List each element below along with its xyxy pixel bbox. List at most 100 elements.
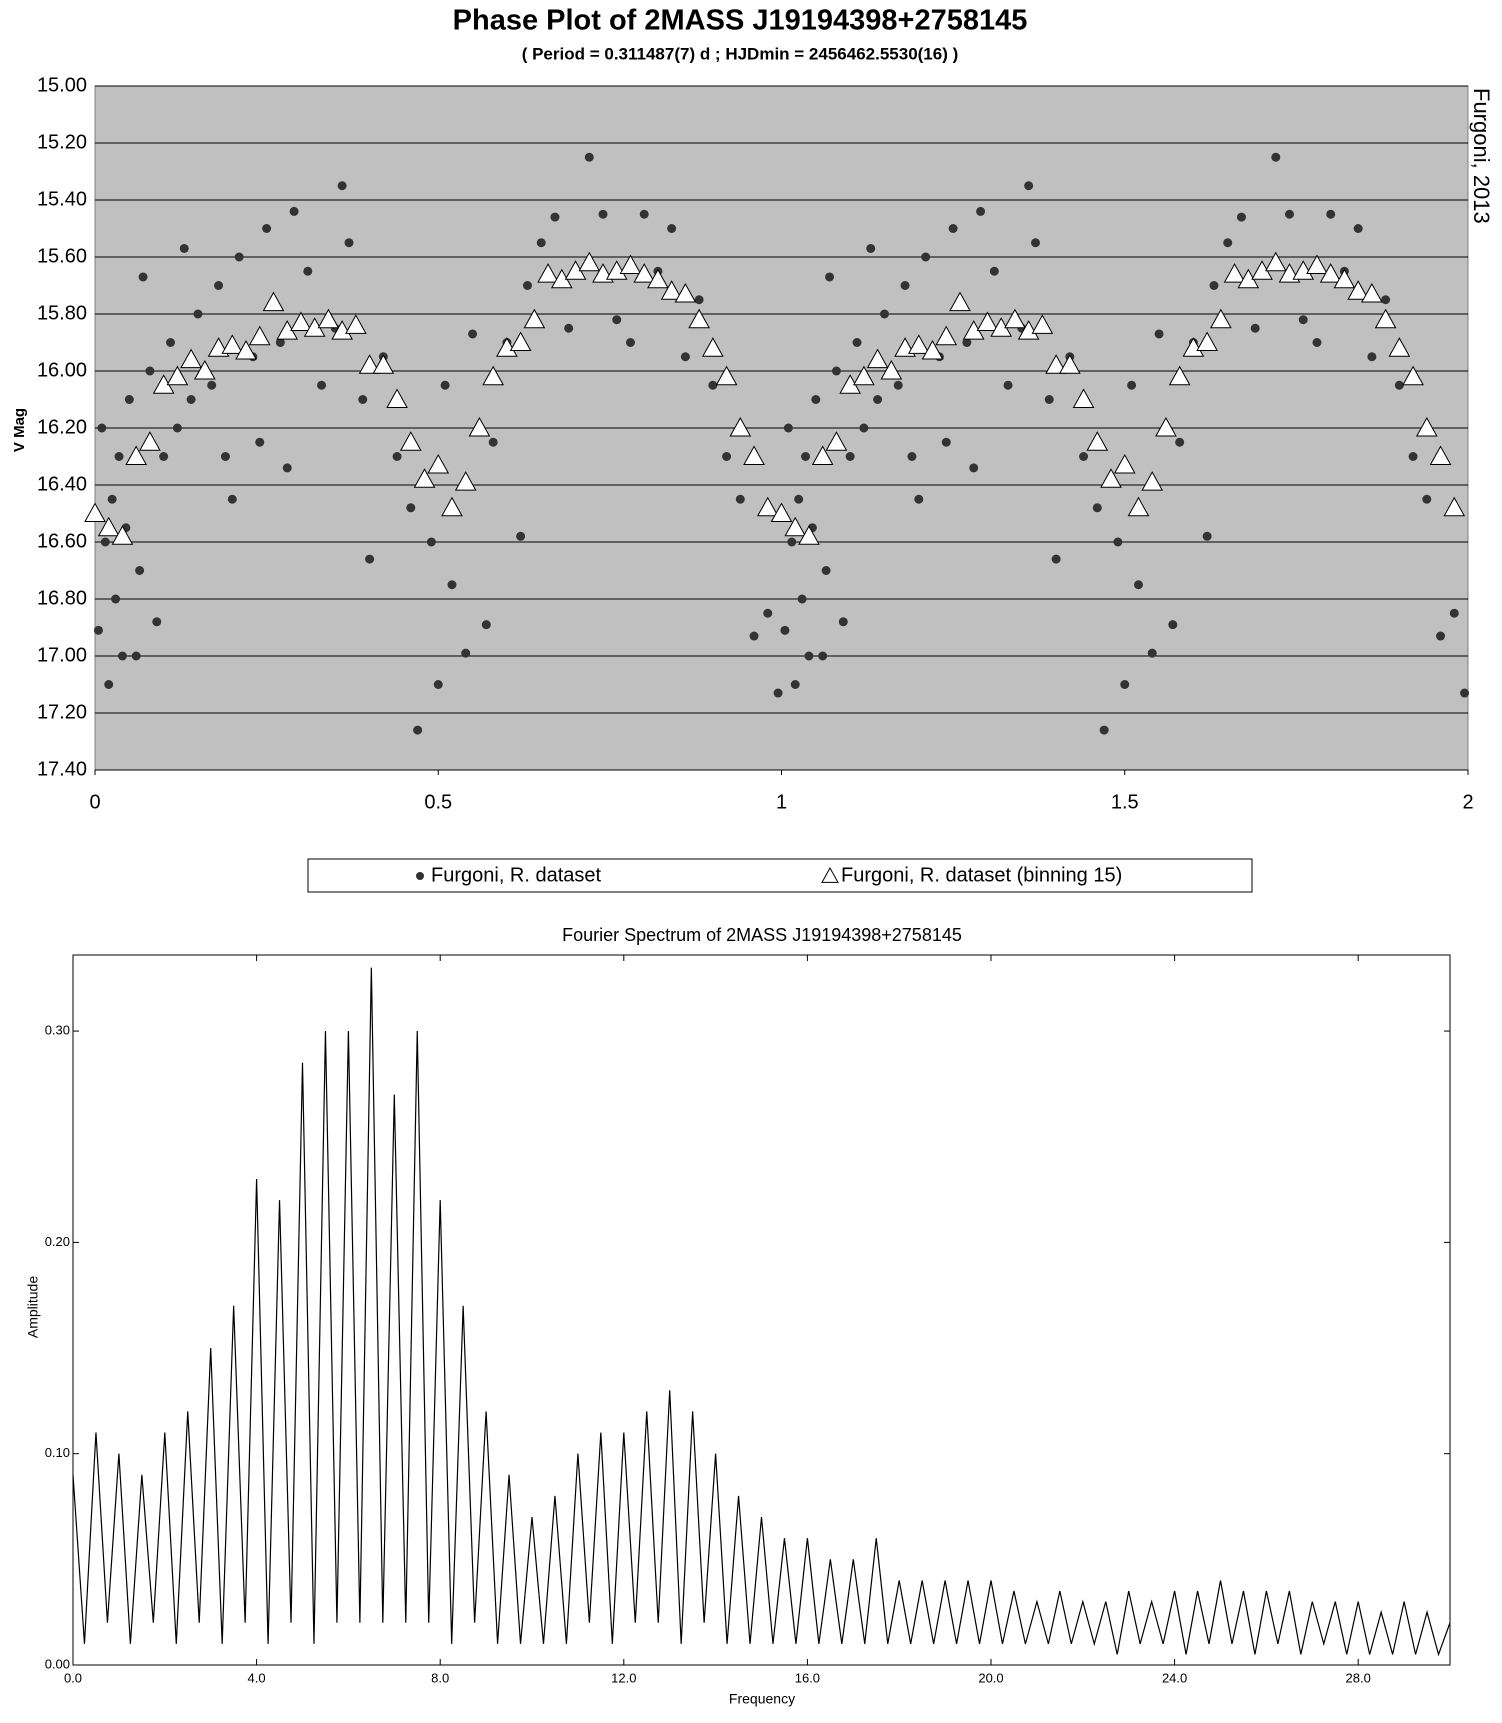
x-tick-label: 1	[776, 791, 787, 813]
binned-point	[935, 325, 958, 346]
data-point	[948, 224, 958, 233]
data-point	[392, 452, 402, 461]
data-point	[735, 494, 745, 504]
binned-point	[166, 365, 189, 386]
data-point	[97, 423, 107, 433]
binned-point	[139, 431, 161, 451]
data-point	[1298, 315, 1308, 325]
binned-point	[1072, 388, 1095, 408]
binned-point	[84, 502, 106, 522]
data-point	[1381, 295, 1391, 305]
binned-point	[345, 314, 367, 334]
binned-point	[1031, 314, 1054, 334]
data-point	[440, 380, 450, 390]
x-axis-label: Frequency	[729, 1691, 795, 1707]
y-tick-label: 16.20	[37, 416, 87, 438]
binned-point	[907, 334, 930, 354]
binned-point	[537, 263, 559, 283]
data-point	[1175, 437, 1185, 447]
data-point	[124, 395, 134, 404]
binned-point	[921, 340, 944, 360]
binned-point	[784, 516, 807, 537]
binned-point	[866, 348, 889, 369]
binned-point	[688, 308, 710, 329]
binned-point	[1168, 365, 1191, 386]
plot-frame	[72, 954, 1451, 1666]
x-tick-label: 2	[1462, 791, 1473, 813]
data-point	[275, 338, 285, 347]
data-point	[365, 554, 375, 564]
binned-point	[125, 445, 148, 465]
data-point	[787, 537, 797, 547]
data-point	[941, 437, 951, 447]
data-point	[797, 594, 807, 604]
data-point	[193, 309, 203, 319]
binned-point	[248, 325, 271, 346]
data-point	[481, 620, 491, 630]
legend-label: Furgoni, R. dataset (binning 15)	[841, 864, 1122, 886]
data-point	[612, 315, 622, 325]
data-point	[447, 580, 457, 590]
data-point	[625, 338, 635, 347]
data-point	[159, 452, 169, 461]
data-point	[873, 395, 883, 404]
binned-point	[358, 354, 381, 374]
data-point	[152, 617, 162, 627]
y-axis-label: Amplitude	[25, 1276, 41, 1338]
binned-point	[180, 348, 202, 369]
data-point	[900, 281, 910, 290]
data-point	[289, 206, 299, 216]
data-point	[100, 537, 110, 547]
binned-point	[770, 502, 793, 522]
data-point	[773, 688, 783, 698]
chart-title: Phase Plot of 2MASS J19194398+2758145	[453, 5, 1028, 37]
binned-point	[1127, 496, 1150, 517]
data-point	[282, 463, 292, 473]
binned-point	[1045, 354, 1067, 374]
data-point	[667, 224, 677, 233]
data-point	[227, 494, 237, 504]
data-point	[220, 452, 230, 461]
data-point	[1051, 554, 1061, 564]
binned-point	[193, 359, 216, 380]
y-tick-label: 17.20	[37, 701, 87, 723]
data-point	[790, 680, 800, 689]
data-point	[914, 494, 924, 504]
y-tick-label: 15.00	[37, 74, 87, 96]
x-tick-label: 28.0	[1346, 1670, 1371, 1685]
binned-point	[509, 331, 532, 351]
data-point	[262, 224, 272, 233]
y-tick-label: 0.30	[45, 1023, 70, 1038]
data-point	[1449, 608, 1459, 618]
data-point	[639, 209, 649, 219]
data-point	[763, 608, 773, 618]
binned-point	[619, 254, 642, 275]
binned-point	[468, 416, 491, 437]
binned-point	[715, 365, 738, 386]
x-tick-label: 24.0	[1162, 1670, 1187, 1685]
data-point	[1127, 380, 1137, 390]
legend-marker	[416, 872, 424, 880]
binned-point	[578, 251, 601, 272]
data-point	[1436, 631, 1446, 641]
data-point	[1460, 688, 1470, 698]
binned-point	[853, 365, 875, 386]
data-point	[962, 338, 972, 347]
binned-point	[1429, 445, 1452, 465]
data-point	[811, 395, 821, 404]
binned-point	[1333, 268, 1356, 289]
data-point	[303, 266, 313, 276]
data-point	[166, 338, 176, 347]
data-point	[186, 395, 196, 404]
binned-point	[633, 263, 656, 283]
data-point	[852, 338, 862, 347]
data-point	[838, 617, 848, 627]
data-point	[804, 651, 814, 661]
binned-point	[825, 431, 848, 451]
binned-point	[1388, 337, 1411, 357]
binned-point	[949, 291, 971, 312]
data-point	[783, 423, 793, 433]
data-point	[93, 625, 103, 635]
binned-point	[1058, 354, 1081, 374]
